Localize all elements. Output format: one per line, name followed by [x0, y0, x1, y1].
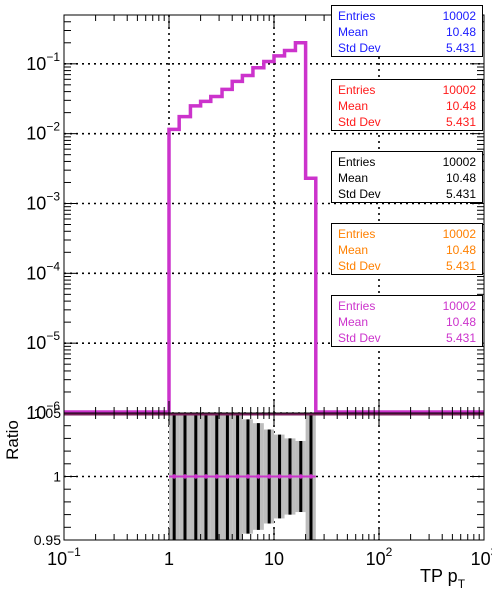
stats-row: Mean 10.48	[338, 24, 476, 40]
y-tick-label: 10−3	[26, 189, 60, 213]
x-tick-label: 102	[366, 545, 393, 569]
ratio-y-ticks: 0.95 1 1.05	[34, 405, 484, 548]
y-tick-label: 10−2	[26, 120, 60, 144]
ratio-point	[287, 474, 293, 479]
x-tick-label: 1	[164, 549, 174, 569]
stats-row: Mean 10.48	[338, 242, 476, 258]
stats-row: Mean 10.48	[338, 98, 476, 114]
ratio-points	[171, 474, 314, 479]
ratio-y-axis-label: Ratio	[3, 420, 22, 460]
ratio-point	[214, 474, 219, 479]
stats-label: Entries	[338, 9, 376, 23]
stats-label: Entries	[338, 299, 376, 313]
stats-label: Std Dev	[338, 41, 381, 55]
top-grid	[64, 15, 484, 414]
ratio-point	[193, 474, 199, 479]
ratio-point	[182, 474, 188, 479]
stats-label: Std Dev	[338, 187, 381, 201]
ratio-point	[171, 474, 177, 479]
stats-row: Entries 10002	[338, 298, 476, 314]
stats-box-red: Entries 10002 Mean 10.48 Std Dev 5.431	[331, 79, 483, 131]
x-tick-label: 10	[264, 549, 284, 569]
x-tick-label: 103	[471, 545, 492, 569]
ratio-point	[298, 474, 304, 479]
x-axis-label: TP pT	[420, 566, 466, 591]
stats-value: 10002	[442, 9, 476, 23]
stats-row: Std Dev 5.431	[338, 40, 476, 56]
stats-row: Std Dev 5.431	[338, 114, 476, 130]
stats-value: 10.48	[445, 25, 476, 39]
stats-row: Std Dev 5.431	[338, 330, 476, 346]
stats-value: 10.48	[445, 171, 476, 185]
stats-box-orange: Entries 10002 Mean 10.48 Std Dev 5.431	[331, 223, 483, 275]
ratio-point	[203, 474, 209, 479]
stats-row: Entries 10002	[338, 226, 476, 242]
stats-box-black: Entries 10002 Mean 10.48 Std Dev 5.431	[331, 151, 483, 203]
ratio-point	[266, 474, 272, 479]
histogram-line	[64, 41, 484, 414]
y-tick-label: 10−1	[26, 50, 60, 74]
ratio-point	[225, 474, 230, 479]
stats-row: Mean 10.48	[338, 314, 476, 330]
top-y-ticks: 10−6 10−5 10−4 10−3 10−2 10−1	[26, 14, 484, 423]
stats-value: 5.431	[445, 115, 476, 129]
ratio-point	[256, 474, 261, 479]
stats-label: Mean	[338, 25, 369, 39]
top-x-ticks	[63, 15, 485, 413]
stats-label: Std Dev	[338, 331, 381, 345]
stats-value: 5.431	[445, 187, 476, 201]
stats-value: 5.431	[445, 331, 476, 345]
stats-label: Entries	[338, 155, 376, 169]
top-histogram	[64, 41, 484, 414]
stats-label: Mean	[338, 315, 369, 329]
y-tick-label: 10−5	[26, 329, 60, 353]
stats-value: 5.431	[445, 41, 476, 55]
stats-box-blue: Entries 10002 Mean 10.48 Std Dev 5.431	[331, 5, 483, 57]
ratio-point	[308, 474, 314, 479]
stats-row: Entries 10002	[338, 82, 476, 98]
stats-value: 10.48	[445, 315, 476, 329]
x-tick-label: 10−1	[47, 545, 81, 569]
stats-value: 10002	[442, 227, 476, 241]
stats-label: Mean	[338, 171, 369, 185]
stats-value: 10.48	[445, 99, 476, 113]
stats-value: 10002	[442, 83, 476, 97]
stats-row: Std Dev 5.431	[338, 258, 476, 274]
stats-label: Mean	[338, 99, 369, 113]
stats-label: Std Dev	[338, 259, 381, 273]
stats-row: Entries 10002	[338, 8, 476, 24]
stats-label: Entries	[338, 227, 376, 241]
stats-value: 10002	[442, 155, 476, 169]
stats-value: 10.48	[445, 243, 476, 257]
y-tick-label: 0.95	[34, 532, 61, 548]
ratio-point	[277, 474, 282, 479]
ratio-point	[245, 474, 251, 479]
x-axis-label-main: TP p	[420, 566, 458, 586]
stats-label: Std Dev	[338, 115, 381, 129]
y-tick-label: 1.05	[34, 405, 61, 421]
y-tick-label: 1	[53, 469, 61, 485]
stats-label: Mean	[338, 243, 369, 257]
stats-row: Mean 10.48	[338, 170, 476, 186]
stats-value: 5.431	[445, 259, 476, 273]
y-tick-label: 10−6	[26, 399, 60, 423]
stats-value: 10002	[442, 299, 476, 313]
stats-row: Entries 10002	[338, 154, 476, 170]
stats-box-magenta: Entries 10002 Mean 10.48 Std Dev 5.431	[331, 295, 483, 347]
ratio-point	[235, 474, 240, 479]
x-axis-label-sub: T	[458, 577, 466, 591]
stats-label: Entries	[338, 83, 376, 97]
ratio-x-ticks: 10−1 1 10 102 103	[47, 413, 492, 569]
stats-row: Std Dev 5.431	[338, 186, 476, 202]
y-tick-label: 10−4	[26, 259, 60, 283]
